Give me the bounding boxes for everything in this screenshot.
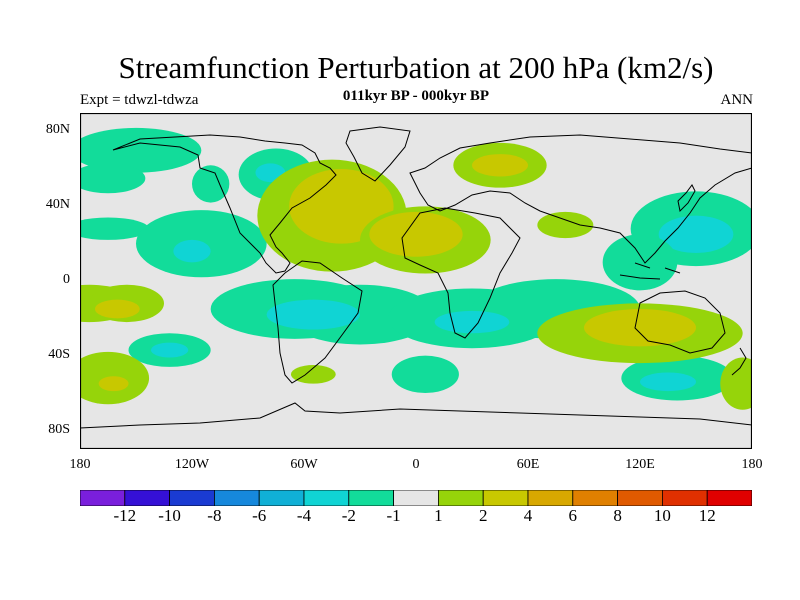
contour-region-5 — [80, 217, 150, 240]
coastline-greenland — [345, 126, 411, 182]
contour-region-36 — [658, 215, 734, 253]
colorbar-box-4 — [258, 490, 305, 506]
experiment-label: Expt = tdwzl-tdwza — [80, 92, 199, 108]
contour-region-27 — [584, 309, 696, 347]
colorbar-box-6 — [348, 490, 394, 506]
season-label: ANN — [720, 92, 754, 108]
contour-region-18 — [150, 342, 189, 358]
contour-region-34 — [537, 211, 594, 239]
colorbar-label-13: 12 — [698, 506, 716, 525]
lat-tick-40n: 40N — [45, 197, 70, 212]
contour-region-24 — [640, 372, 696, 392]
lat-tick-80s: 80S — [48, 422, 70, 437]
contour-region-22 — [391, 355, 459, 393]
colorbar-box-9 — [482, 490, 529, 506]
contour-region-33 — [472, 154, 528, 177]
lon-tick-180e: 180 — [741, 457, 763, 472]
colorbar-box-3 — [213, 490, 260, 506]
colorbar-label-0: -12 — [113, 506, 137, 525]
coastline-north-america — [112, 134, 337, 274]
colorbar-label-5: -2 — [341, 506, 356, 525]
colorbar-label-10: 6 — [568, 506, 578, 525]
period-label: 011kyr BP - 000kyr BP — [342, 88, 490, 104]
coastline-japan — [677, 184, 696, 213]
colorbar-box-8 — [437, 490, 484, 506]
contour-region-31 — [369, 211, 463, 257]
colorbar-box-5 — [303, 490, 350, 506]
coastline-australia — [634, 290, 726, 354]
colorbar-box-10 — [527, 490, 574, 506]
contour-region-2 — [192, 165, 230, 203]
colorbar-label-11: 8 — [613, 506, 622, 525]
lon-tick-0: 0 — [412, 457, 420, 472]
colorbar-label-9: 4 — [523, 506, 533, 525]
lon-tick-120w: 120W — [174, 457, 210, 472]
coastline-indonesia — [619, 262, 681, 280]
colorbar-label-12: 10 — [653, 506, 671, 525]
colorbar-box-0 — [80, 490, 126, 506]
lon-tick-180w: 180 — [69, 457, 91, 472]
lon-tick-60w: 60W — [290, 457, 318, 472]
lat-tick-0: 0 — [63, 272, 70, 287]
contour-region-7 — [173, 239, 211, 263]
plot-title: Streamfunction Perturbation at 200 hPa (… — [118, 50, 714, 85]
colorbar-label-4: -4 — [296, 506, 312, 525]
coastline-south-america — [272, 260, 363, 384]
colorbar-label-8: 2 — [478, 506, 488, 525]
contour-region-21 — [290, 365, 336, 384]
contour-region-15 — [266, 299, 360, 330]
lat-tick-80n: 80N — [45, 122, 70, 137]
colorbar-box-13 — [662, 490, 708, 506]
colorbar-box-2 — [169, 490, 215, 506]
contour-region-1 — [80, 163, 146, 194]
coastline-africa — [401, 207, 521, 339]
coastline-layer — [80, 126, 752, 429]
colorbar-label-7: 1 — [434, 506, 443, 525]
lat-tick-40s: 40S — [48, 347, 70, 362]
colorbar-label-6: -1 — [386, 506, 401, 525]
lon-tick-120e: 120E — [625, 457, 655, 472]
colorbar — [80, 490, 752, 506]
contour-fill-layer — [80, 127, 752, 410]
colorbar-box-12 — [617, 490, 663, 506]
contour-region-0 — [80, 127, 202, 173]
lon-tick-60e: 60E — [516, 457, 540, 472]
contour-region-10 — [94, 299, 140, 319]
coastline-antarctica — [80, 402, 752, 429]
map-panel — [80, 113, 752, 449]
colorbar-box-11 — [572, 490, 618, 506]
contour-region-37 — [602, 234, 678, 291]
coastline-new-zealand — [731, 347, 747, 376]
contour-region-25 — [720, 357, 752, 410]
contour-region-20 — [98, 376, 129, 392]
colorbar-label-3: -6 — [252, 506, 267, 525]
colorbar-box-1 — [124, 490, 170, 506]
coastline-eurasia — [409, 134, 752, 264]
colorbar-label-1: -10 — [158, 506, 181, 525]
map-border — [80, 113, 752, 449]
colorbar-box-7 — [393, 490, 439, 506]
colorbar-label-2: -8 — [207, 506, 222, 525]
colorbar-box-14 — [706, 490, 752, 506]
